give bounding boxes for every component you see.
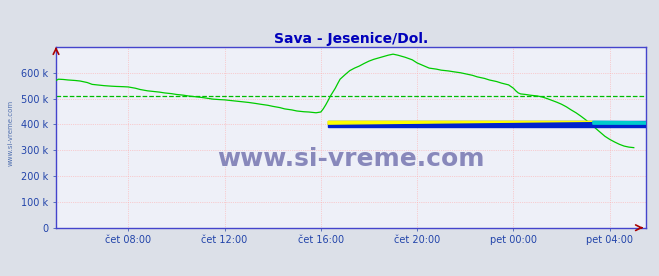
Title: Sava - Jesenice/Dol.: Sava - Jesenice/Dol. — [273, 32, 428, 46]
Text: www.si-vreme.com: www.si-vreme.com — [217, 147, 484, 171]
Polygon shape — [593, 121, 659, 124]
Text: www.si-vreme.com: www.si-vreme.com — [8, 99, 14, 166]
Bar — [328, 121, 659, 127]
Polygon shape — [328, 121, 593, 124]
